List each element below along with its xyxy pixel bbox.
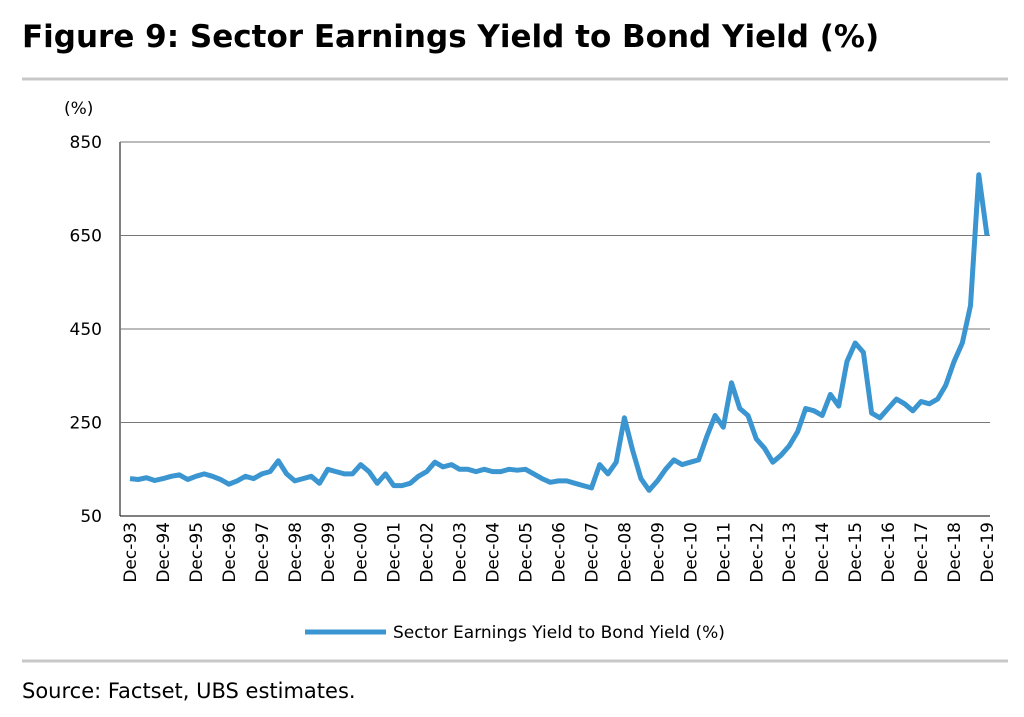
legend-label: Sector Earnings Yield to Bond Yield (%) (393, 623, 725, 643)
chart-title: Figure 9: Sector Earnings Yield to Bond … (22, 19, 879, 55)
x-tick-label: Dec-95 (187, 522, 207, 583)
x-tick-label: Dec-19 (978, 522, 998, 583)
x-tick-label: Dec-02 (418, 522, 438, 583)
data-line (129, 172, 990, 493)
x-tick-label: Dec-10 (681, 522, 701, 583)
y-tick-label: 850 (70, 133, 102, 153)
x-tick-label: Dec-99 (319, 522, 339, 583)
x-tick-label: Dec-04 (484, 522, 504, 583)
x-tick-label: Dec-94 (154, 522, 174, 583)
x-tick-label: Dec-15 (846, 522, 866, 583)
x-tick-label: Dec-05 (517, 522, 537, 583)
x-tick-label: Dec-06 (550, 522, 570, 583)
x-tick-label: Dec-07 (582, 522, 602, 583)
y-tick-label: 650 (70, 227, 102, 247)
x-tick-label: Dec-97 (253, 522, 273, 583)
x-tick-label: Dec-09 (648, 522, 668, 583)
x-tick-label: Dec-01 (385, 522, 405, 583)
x-tick-label: Dec-03 (451, 522, 471, 583)
y-tick-label: 250 (70, 414, 102, 434)
x-tick-label: Dec-11 (714, 522, 734, 583)
x-tick-label: Dec-00 (352, 522, 372, 583)
source: Source: Factset, UBS estimates. (22, 679, 356, 703)
x-tick-label: Dec-93 (121, 522, 141, 583)
x-tick-label: Dec-14 (813, 522, 833, 583)
x-tick-label: Dec-17 (912, 522, 932, 583)
x-tick-label: Dec-16 (879, 522, 899, 583)
x-tick-label: Dec-18 (945, 522, 965, 583)
y-tick-label: 50 (80, 507, 102, 527)
x-tick-label: Dec-13 (780, 522, 800, 583)
x-tick-label: Dec-12 (747, 522, 767, 583)
x-tick-label: Dec-08 (615, 522, 635, 583)
y-axis-label: (%) (64, 99, 93, 119)
x-tick-label: Dec-96 (220, 522, 240, 583)
x-tick-label: Dec-98 (286, 522, 306, 583)
y-tick-label: 450 (70, 320, 102, 340)
